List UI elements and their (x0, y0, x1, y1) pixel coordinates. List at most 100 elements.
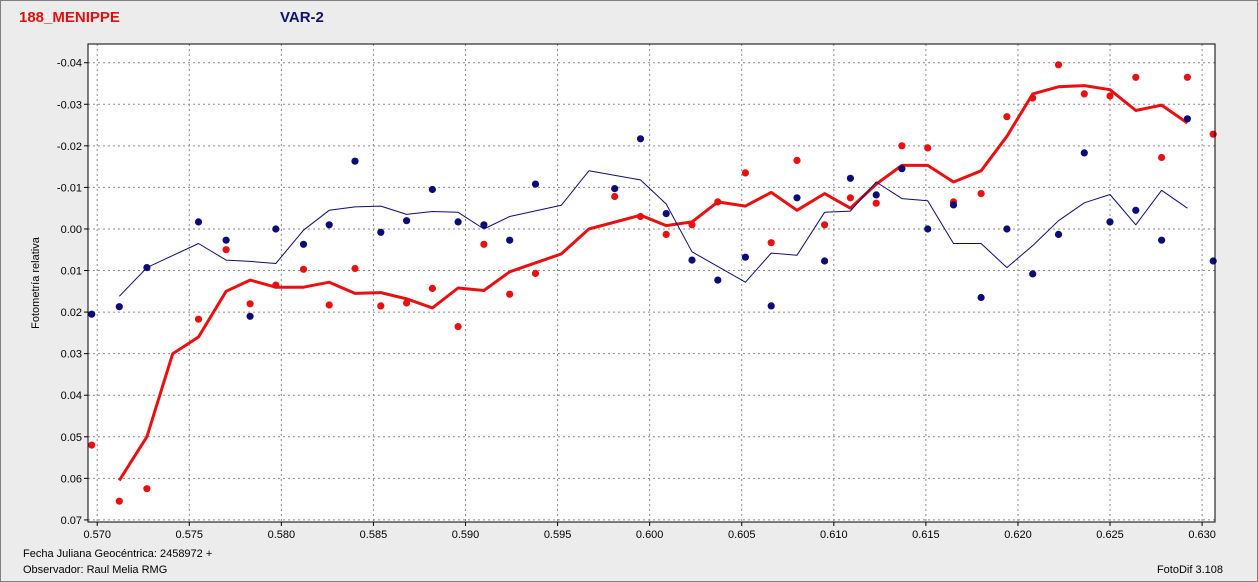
blue-data-point (949, 201, 958, 209)
red-data-point (1158, 153, 1166, 162)
x-tick-label: 0.630 (1188, 529, 1216, 541)
blue-data-point (143, 264, 151, 272)
y-tick-label: 0.02 (61, 307, 82, 319)
blue-data-point (898, 165, 906, 173)
y-tick-label: -0.01 (57, 182, 82, 194)
red-data-point (1183, 73, 1191, 81)
y-tick-label: 0.00 (61, 224, 82, 236)
blue-data-point (506, 236, 514, 244)
red-data-point (428, 284, 436, 292)
blue-data-point (325, 221, 333, 229)
x-tick-label: 0.580 (268, 529, 296, 541)
red-data-point (351, 264, 359, 273)
red-data-point (821, 221, 829, 229)
red-data-point (1132, 73, 1140, 81)
red-data-point (1106, 92, 1114, 100)
red-data-point (222, 246, 230, 254)
red-data-point (688, 221, 696, 229)
red-data-point (403, 299, 411, 307)
blue-data-point (1054, 230, 1063, 238)
blue-data-point (1209, 257, 1217, 265)
variable-title: VAR-2 (280, 9, 324, 26)
red-data-point (299, 265, 308, 273)
red-data-point (611, 192, 619, 201)
red-data-point (325, 301, 333, 309)
julian-date-note: Fecha Juliana Geocéntrica: 2458972 + (23, 548, 213, 560)
x-tick-label: 0.615 (912, 529, 940, 541)
red-data-point (977, 190, 985, 198)
red-data-point (194, 315, 203, 323)
red-data-point (88, 441, 96, 449)
y-tick-label: -0.04 (57, 58, 82, 70)
blue-data-point (1003, 225, 1011, 233)
red-data-point (636, 212, 645, 221)
blue-data-point (246, 312, 254, 320)
red-data-point (143, 485, 151, 493)
y-tick-label: 0.07 (61, 515, 82, 527)
blue-data-point (821, 257, 829, 265)
blue-data-point (377, 228, 385, 236)
blue-data-point (714, 276, 722, 284)
axes: 0.570 0.575 0.580 0.585 0.590 0.595 0.600 0.605… (57, 43, 1216, 541)
blue-data-point (403, 217, 411, 225)
y-tick-label: 0.04 (61, 390, 82, 402)
y-tick-label: 0.03 (61, 349, 82, 361)
blue-data-point (1183, 115, 1191, 123)
lightcurve-chart: 0.570 0.575 0.580 0.585 0.590 0.595 0.600 0.605… (30, 43, 1217, 541)
red-data-point (1029, 94, 1037, 102)
red-data-point (531, 269, 540, 277)
red-data-point (480, 240, 488, 248)
series-lines (118, 84, 1189, 482)
blue-data-point (1029, 270, 1037, 278)
blue-data-point (872, 191, 880, 199)
y-tick-label: 0.05 (61, 432, 82, 444)
blue-series-line (118, 170, 1188, 297)
red-data-point (714, 198, 722, 206)
y-tick-label: 0.06 (61, 473, 82, 485)
blue-data-point (428, 185, 436, 194)
y-tick-label: 0.01 (61, 266, 82, 278)
series-points (88, 61, 1217, 505)
red-data-point (741, 169, 750, 177)
red-data-point (1054, 61, 1063, 69)
red-data-point (246, 300, 254, 308)
plot-border (87, 43, 1216, 523)
x-tick-label: 0.600 (636, 529, 664, 541)
target-title: 188_MENIPPE (19, 9, 120, 26)
blue-data-point (299, 240, 308, 248)
blue-data-point (351, 157, 359, 165)
observer-note: Observador: Raul Melia RMG (23, 564, 168, 576)
blue-data-point (1106, 218, 1114, 226)
blue-data-point (454, 218, 462, 226)
blue-data-point (688, 256, 696, 264)
blue-data-point (531, 180, 540, 188)
blue-data-point (846, 174, 855, 182)
x-tick-label: 0.585 (360, 529, 388, 541)
x-tick-label: 0.575 (176, 529, 204, 541)
red-data-point (1209, 130, 1217, 138)
red-data-point (272, 281, 280, 289)
x-tick-label: 0.590 (452, 529, 480, 541)
blue-data-point (115, 303, 123, 311)
blue-data-point (924, 225, 932, 233)
red-data-point (1003, 113, 1011, 121)
x-tick-label: 0.620 (1004, 529, 1032, 541)
y-tick-label: -0.03 (57, 99, 82, 111)
red-data-point (767, 239, 775, 247)
red-data-point (872, 199, 880, 207)
blue-data-point (741, 253, 750, 261)
red-data-point (662, 230, 670, 238)
red-data-point (377, 302, 385, 310)
red-data-point (454, 323, 462, 331)
blue-data-point (977, 293, 985, 302)
blue-data-point (272, 225, 280, 233)
red-series-line (118, 84, 1189, 482)
red-data-point (924, 144, 932, 152)
blue-data-point (662, 210, 670, 218)
red-data-point (506, 290, 514, 298)
blue-data-point (88, 310, 96, 318)
blue-data-point (480, 221, 488, 229)
x-tick-label: 0.610 (820, 529, 848, 541)
blue-data-point (1132, 206, 1140, 214)
